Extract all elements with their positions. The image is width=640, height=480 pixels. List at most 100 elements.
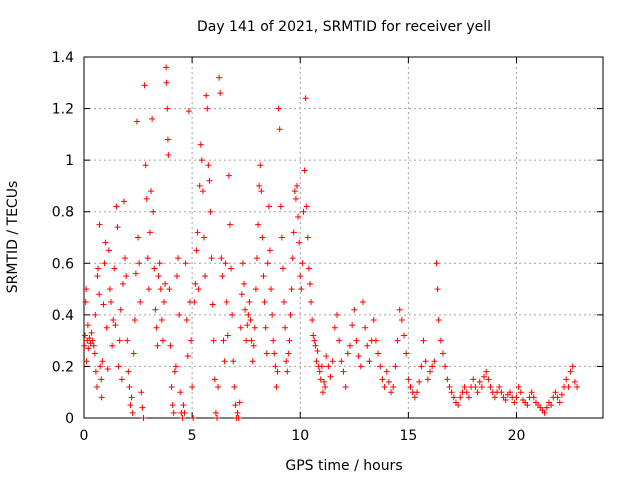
data-point xyxy=(481,373,488,380)
axis-ticks: 0 0.2 0.4 0.6 0.8 1 1.2 1.4 0 5 10 15 20 xyxy=(52,50,603,444)
data-point xyxy=(250,342,257,349)
data-point xyxy=(313,358,320,365)
data-point xyxy=(342,384,349,391)
data-point xyxy=(249,358,256,365)
y-tick-label: 0.4 xyxy=(52,308,74,324)
data-point xyxy=(116,337,123,344)
data-point xyxy=(213,415,220,421)
data-point xyxy=(286,337,293,344)
data-point xyxy=(145,286,152,293)
data-point xyxy=(212,409,219,416)
data-point xyxy=(470,376,477,383)
data-point xyxy=(259,234,266,241)
data-point xyxy=(149,115,156,122)
data-point xyxy=(234,409,241,416)
data-point xyxy=(82,298,89,305)
data-point xyxy=(398,317,405,324)
data-point xyxy=(396,306,403,313)
data-point xyxy=(111,265,118,272)
data-point xyxy=(81,342,88,349)
data-point xyxy=(82,332,89,339)
data-point xyxy=(442,363,449,370)
data-point xyxy=(565,384,572,391)
data-point xyxy=(180,402,187,409)
data-point xyxy=(172,363,179,370)
data-point xyxy=(230,358,237,365)
data-point xyxy=(507,389,514,396)
data-point xyxy=(446,384,453,391)
data-point xyxy=(265,203,272,210)
data-point xyxy=(94,273,101,280)
data-point xyxy=(517,389,524,396)
data-point xyxy=(290,229,297,236)
data-point xyxy=(353,337,360,344)
data-point xyxy=(276,126,283,133)
data-point xyxy=(125,368,132,375)
data-point xyxy=(433,260,440,267)
data-point xyxy=(235,415,242,421)
data-point xyxy=(318,363,325,370)
data-point xyxy=(96,221,103,228)
data-point xyxy=(246,298,253,305)
data-point xyxy=(279,265,286,272)
data-point xyxy=(152,306,159,313)
data-point xyxy=(114,224,121,231)
data-point xyxy=(502,396,509,403)
data-point xyxy=(202,273,209,280)
data-point xyxy=(209,301,216,308)
data-point xyxy=(168,384,175,391)
data-point xyxy=(220,337,227,344)
x-tick-label: 5 xyxy=(188,428,197,444)
data-point xyxy=(231,384,238,391)
data-point xyxy=(258,188,265,195)
y-tick-label: 0.8 xyxy=(52,205,74,221)
data-point xyxy=(251,324,258,331)
data-point xyxy=(208,255,215,262)
data-point xyxy=(498,389,505,396)
data-point xyxy=(424,376,431,383)
data-point xyxy=(336,337,343,344)
data-point xyxy=(372,337,379,344)
data-point xyxy=(244,322,251,329)
data-point xyxy=(245,311,252,318)
data-point xyxy=(379,376,386,383)
data-point xyxy=(119,280,126,287)
data-point xyxy=(179,415,186,421)
data-point xyxy=(194,229,201,236)
data-point xyxy=(126,384,133,391)
data-point xyxy=(156,260,163,267)
data-point xyxy=(431,358,438,365)
data-point xyxy=(205,162,212,169)
data-point xyxy=(485,376,492,383)
data-point xyxy=(322,384,329,391)
data-point xyxy=(113,203,120,210)
data-point xyxy=(88,329,95,336)
data-point xyxy=(162,280,169,287)
data-point xyxy=(221,358,228,365)
data-point xyxy=(139,404,146,411)
data-point xyxy=(110,317,117,324)
data-point xyxy=(465,394,472,401)
data-point xyxy=(193,247,200,254)
data-point xyxy=(278,234,285,241)
data-point xyxy=(109,342,116,349)
data-point xyxy=(112,322,119,329)
data-point xyxy=(101,260,108,267)
data-point xyxy=(329,358,336,365)
data-point xyxy=(284,368,291,375)
data-point xyxy=(140,415,147,421)
data-point xyxy=(108,298,115,305)
data-point xyxy=(83,358,90,365)
data-point xyxy=(98,394,105,401)
data-point xyxy=(308,298,315,305)
data-point xyxy=(338,358,345,365)
data-point xyxy=(83,286,90,293)
data-point xyxy=(541,409,548,416)
data-point xyxy=(238,291,245,298)
data-point xyxy=(197,141,204,148)
data-point xyxy=(287,311,294,318)
data-point xyxy=(554,394,561,401)
data-point xyxy=(164,136,171,143)
y-tick-label: 0 xyxy=(65,411,74,427)
